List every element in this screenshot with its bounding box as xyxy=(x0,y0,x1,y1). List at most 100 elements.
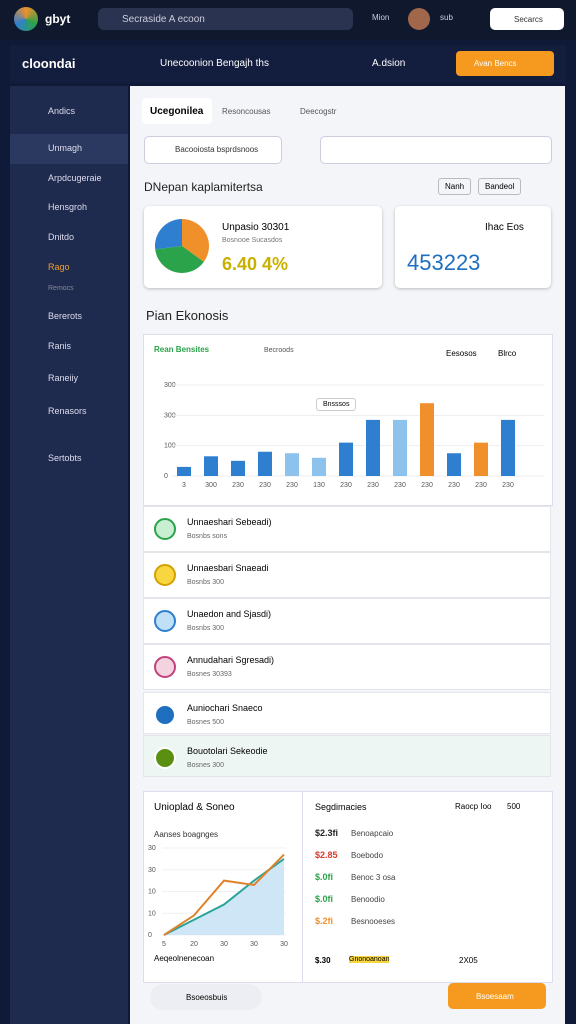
section-title: Pian Ekonosis xyxy=(146,308,229,323)
x-tick-label: 230 xyxy=(475,482,487,489)
nav-item[interactable]: Raneiiy xyxy=(48,373,79,383)
area xyxy=(164,858,284,935)
legend[interactable]: Eesosos xyxy=(446,349,477,358)
tab[interactable]: Ucegonilea xyxy=(150,106,204,117)
list-row[interactable]: Auniochari Snaeco Bosnes 500 xyxy=(143,692,551,734)
icon xyxy=(154,610,176,632)
sidebar: Andics Unmagh Arpdcugeraie Hensgroh Dnitdo Ra… xyxy=(10,86,128,1024)
field-text: Bsoeosbuis xyxy=(186,993,228,1002)
row-value: $.0fi xyxy=(315,894,334,904)
logo: cloondai xyxy=(22,56,76,71)
x-tick-label: 230 xyxy=(259,482,271,489)
line xyxy=(163,858,285,936)
total-right: 2X05 xyxy=(459,956,478,965)
pie-slice xyxy=(155,219,182,250)
brand: gbyt xyxy=(45,12,71,26)
nav-item[interactable]: Dnitdo xyxy=(48,232,75,242)
section-title: DNepan kaplamitertsa xyxy=(144,180,263,194)
line xyxy=(163,853,285,936)
bar xyxy=(474,442,488,476)
tab[interactable]: Deecogstr xyxy=(300,107,337,116)
x-tick-label: 230 xyxy=(394,482,406,489)
list-row[interactable]: Unaedon and Sjasdi) Bosnbs 300 xyxy=(143,598,551,644)
list-row[interactable]: Unnaesbari Snaeadi Bosnbs 300 xyxy=(143,552,551,598)
tab[interactable]: Resoncousas xyxy=(222,107,271,116)
nav-item[interactable]: Ranis xyxy=(48,341,72,351)
row-desc: Benoapcaio xyxy=(351,829,394,838)
chart-card: Rean Bensites Becroods Eesosos Blrco 0 10… xyxy=(143,334,553,506)
panel-subtitle: Aanses boagnges xyxy=(154,830,219,839)
pie-slice xyxy=(182,219,209,262)
x-tick-label: 20 xyxy=(190,941,198,948)
row-sub: Bosnbs 300 xyxy=(187,579,224,586)
header: 500 xyxy=(507,802,521,811)
avatar[interactable] xyxy=(408,8,430,30)
bar-chart: 0 100 300 300 3 300 230 230 230 130 230 230 230 230 23… xyxy=(164,382,544,489)
button[interactable]: Bandeol xyxy=(478,178,522,195)
footer-button[interactable]: Bsoesaam xyxy=(448,983,546,1009)
row-title: Bouotolari Sekeodie xyxy=(187,746,268,756)
x-tick-label: 130 xyxy=(313,482,325,489)
nav-item[interactable]: Unmagh xyxy=(48,143,83,153)
x-tick-label: 30 xyxy=(220,941,228,948)
nav-title: Unecoonion Bengajh ths xyxy=(160,58,269,69)
tab-active[interactable] xyxy=(142,98,212,124)
nav-item[interactable]: Arpdcugeraie xyxy=(48,173,102,183)
footer-field[interactable]: Bsoeosbuis xyxy=(150,984,262,1010)
card: Ihac Eos 453223 xyxy=(395,206,551,288)
search[interactable]: Secraside A ecoon xyxy=(98,8,353,30)
user: Mion xyxy=(372,13,390,22)
nav-item[interactable]: Remocs xyxy=(48,285,74,292)
row-value: $2.85 xyxy=(315,850,338,860)
legend[interactable]: Blrco xyxy=(498,349,517,358)
active-bg xyxy=(10,134,128,164)
x-tick-label: 30 xyxy=(250,941,258,948)
button[interactable]: Nanh xyxy=(438,178,472,195)
filter[interactable]: Bacooiosta bsprdsnoos xyxy=(144,136,282,164)
panel-title: Unioplad & Soneo xyxy=(154,802,235,813)
filter-text: Bacooiosta bsprdsnoos xyxy=(175,145,259,154)
navbar: cloondai Unecoonion Bengajh ths A.dsion … xyxy=(10,45,566,83)
pie xyxy=(155,219,209,273)
row-desc: Benoc 3 osa xyxy=(351,873,396,882)
list-row[interactable]: Bouotolari Sekeodie Bosnes 300 xyxy=(143,735,551,777)
topbar: gbyt Secraside A ecoon Mion sub Secarcs xyxy=(0,0,576,40)
list-row[interactable]: Annudahari Sgresadi) Bosnes 30393 xyxy=(143,644,551,690)
row-title: Unaedon and Sjasdi) xyxy=(187,609,272,619)
search2-text: Secarcs xyxy=(514,15,543,24)
search2[interactable]: Secarcs xyxy=(490,8,564,30)
x-tick-label: 230 xyxy=(340,482,352,489)
y-tick-label: 300 xyxy=(164,382,176,389)
row-value: $2.3fi xyxy=(315,828,339,838)
x-tick-label: 230 xyxy=(421,482,433,489)
nav-item[interactable]: Hensgroh xyxy=(48,202,88,212)
row-value: $.0fi xyxy=(315,872,334,882)
x-tick-label: 30 xyxy=(280,941,288,948)
bar xyxy=(312,457,326,476)
row-title: Unnaeshari Sebeadi) xyxy=(187,517,272,527)
nav-item[interactable]: Andics xyxy=(48,106,76,116)
table-panel: Segdimacies Raocp Ioo 500 $.30 Gnonoanoa… xyxy=(302,791,553,983)
dropdown[interactable] xyxy=(320,136,552,164)
nav-item[interactable]: Sertobts xyxy=(48,453,82,463)
x-tick-label: 230 xyxy=(502,482,514,489)
x-tick-label: 230 xyxy=(367,482,379,489)
bar xyxy=(231,460,245,476)
card-title: Ihac Eos xyxy=(485,222,524,233)
line-chart: 0 10 10 30 30 5 20 30 30 30 xyxy=(148,845,288,948)
nav-item[interactable]: Rago xyxy=(48,262,70,272)
bar xyxy=(258,451,272,476)
y-tick-label: 0 xyxy=(164,473,168,480)
nav-button[interactable]: Avan Bencs xyxy=(456,51,554,76)
row-sub: Bosnes 300 xyxy=(187,762,224,769)
y-tick-label: 10 xyxy=(148,910,156,917)
nav-link[interactable]: A.dsion xyxy=(372,58,406,69)
nav-item[interactable]: Renasors xyxy=(48,406,87,416)
bar xyxy=(420,403,434,476)
row-sub: Bosnbs 300 xyxy=(187,625,224,632)
nav-item[interactable]: Bererots xyxy=(48,311,83,321)
app-icon xyxy=(14,7,38,31)
list-row[interactable]: Unnaeshari Sebeadi) Bosnbs sons xyxy=(143,506,551,552)
card-value: 6.40 4% xyxy=(222,254,289,274)
